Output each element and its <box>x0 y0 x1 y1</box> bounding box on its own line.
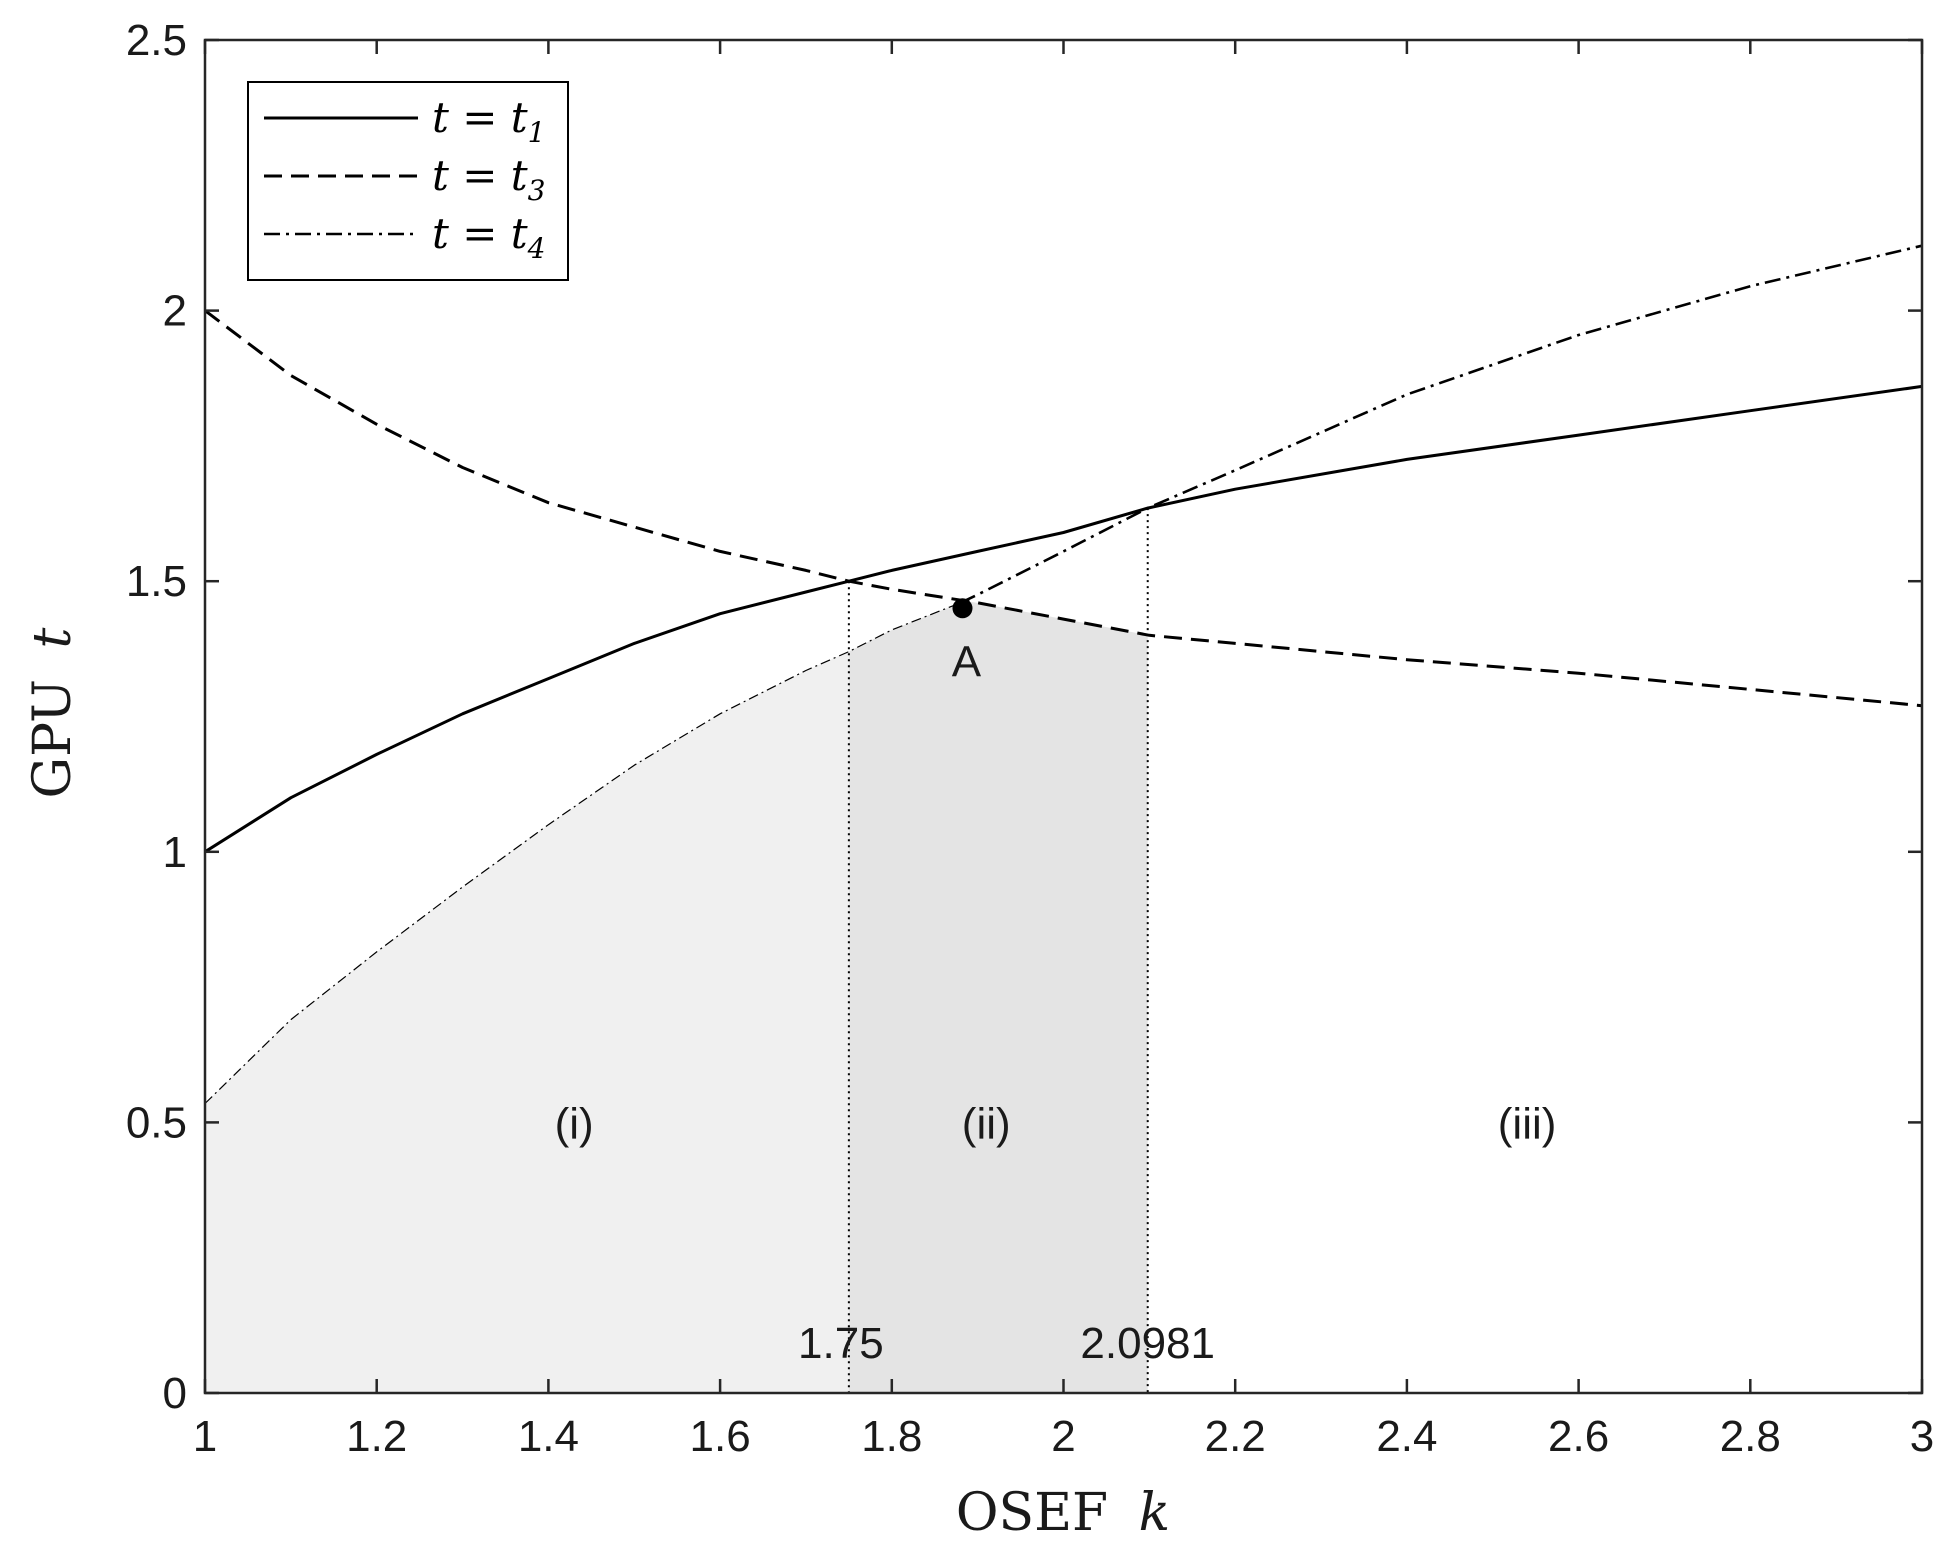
point-label-1: A <box>952 637 982 686</box>
shaded-regions: (i) (ii) (iii) <box>205 600 1556 1393</box>
vline-label-2: 2.0981 <box>1080 1319 1215 1368</box>
x-tick-label-7: 2.4 <box>1376 1412 1437 1461</box>
vertical-guides: 1.75 2.0981 <box>798 508 1215 1393</box>
x-tick-label-1: 1.2 <box>346 1412 407 1461</box>
x-tick-label-5: 2 <box>1051 1412 1075 1461</box>
x-tick-label-9: 2.8 <box>1720 1412 1781 1461</box>
region-label-2: (ii) <box>962 1099 1011 1148</box>
y-tick-label-3: 1.5 <box>126 557 187 606</box>
region-label-3: (iii) <box>1498 1099 1557 1148</box>
series-lines <box>204 244 1923 1104</box>
y-tick-label-4: 2 <box>163 287 187 336</box>
legend-box <box>247 81 569 281</box>
y-tick-label-5: 2.5 <box>126 16 187 65</box>
legend-label-2: t = t3 <box>432 151 545 207</box>
x-axis-label: OSEF <box>956 1483 1108 1543</box>
y-tick-label-2: 1 <box>163 828 187 877</box>
vline-label-1: 1.75 <box>798 1319 884 1368</box>
x-tick-label-6: 2.2 <box>1205 1412 1266 1461</box>
series-line-3 <box>959 244 1923 604</box>
y-axis-title: GPU t <box>23 627 83 798</box>
legend: t = t1t = t3t = t4 <box>247 81 569 281</box>
annotations: A <box>952 598 982 686</box>
x-tick-label-4: 1.8 <box>861 1412 922 1461</box>
y-axis-variable: t <box>23 627 83 648</box>
legend-label-1: t = t1 <box>432 93 545 149</box>
x-tick-label-3: 1.6 <box>690 1412 751 1461</box>
x-tick-label-0: 1 <box>193 1412 217 1461</box>
x-tick-label-10: 3 <box>1910 1412 1934 1461</box>
legend-label-3: t = t4 <box>432 209 545 265</box>
series-line-2 <box>204 309 1923 708</box>
x-tick-label-8: 2.6 <box>1548 1412 1609 1461</box>
series-line-1 <box>204 384 1923 854</box>
x-tick-label-2: 1.4 <box>518 1412 579 1461</box>
axis-ticks: 1 1.2 1.4 1.6 1.8 2 2.2 2.4 2.6 2.8 3 0 0.5 1 1.5 2 2.5 <box>126 16 1934 1461</box>
x-axis-variable: k <box>1139 1483 1171 1543</box>
region-fill-1 <box>205 651 849 1393</box>
point-marker-1 <box>952 598 973 619</box>
region-label-1: (i) <box>555 1099 594 1148</box>
y-tick-label-1: 0.5 <box>126 1098 187 1147</box>
y-axis-label: GPU <box>23 679 83 798</box>
series-line-4 <box>204 602 961 1104</box>
x-axis-title: OSEF k <box>956 1483 1170 1543</box>
y-tick-label-0: 0 <box>163 1369 187 1418</box>
region-fill-2 <box>848 600 1148 1393</box>
